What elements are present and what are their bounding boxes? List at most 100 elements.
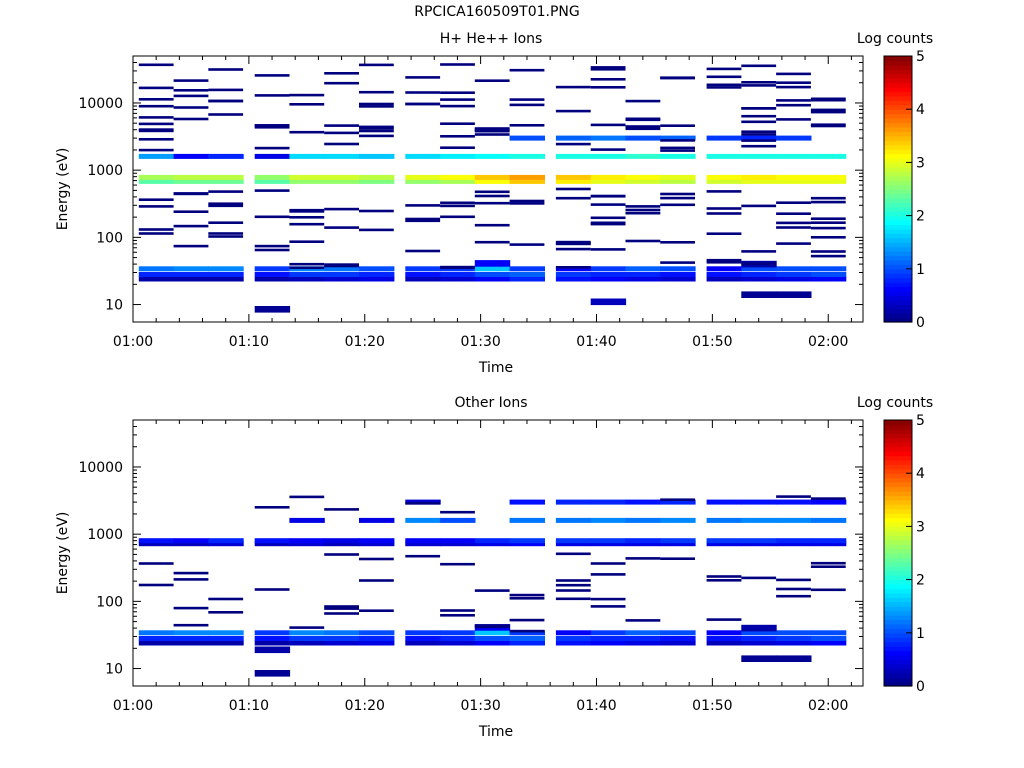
count-mark bbox=[173, 623, 209, 627]
heatmap-cell bbox=[590, 636, 627, 641]
heatmap-cell bbox=[590, 178, 627, 184]
heatmap-cell bbox=[173, 266, 209, 272]
count-mark bbox=[440, 201, 475, 205]
heatmap-cell bbox=[324, 153, 360, 159]
count-mark bbox=[706, 207, 742, 210]
heatmap-cell bbox=[509, 272, 545, 277]
count-mark bbox=[324, 263, 359, 266]
count-mark bbox=[810, 250, 846, 253]
count-mark bbox=[590, 216, 626, 220]
heatmap-cell bbox=[138, 640, 175, 646]
count-mark bbox=[590, 221, 626, 225]
colorbar-step bbox=[884, 184, 912, 190]
heatmap-cell bbox=[254, 272, 291, 277]
count-mark bbox=[474, 127, 510, 130]
heatmap-cell bbox=[741, 541, 777, 547]
heatmap-cell bbox=[810, 153, 847, 159]
count-mark bbox=[359, 579, 394, 582]
heatmap-cell bbox=[776, 153, 812, 159]
heatmap-cell bbox=[776, 178, 812, 184]
heatmap-cell bbox=[440, 630, 476, 636]
x-tick-label: 01:50 bbox=[692, 698, 732, 714]
count-mark bbox=[208, 88, 244, 92]
count-mark bbox=[810, 110, 846, 114]
colorbar-step bbox=[884, 211, 912, 217]
colorbar-step bbox=[884, 64, 912, 70]
heatmap-cell bbox=[254, 266, 291, 272]
heatmap-cell bbox=[625, 178, 661, 184]
heatmap-cell bbox=[660, 636, 696, 641]
colorbar-step bbox=[884, 544, 912, 550]
count-mark bbox=[660, 261, 695, 264]
heatmap-cell bbox=[509, 153, 545, 159]
colorbar-step bbox=[884, 579, 912, 585]
x-axis-label: Time bbox=[478, 360, 513, 376]
colorbar-step bbox=[884, 104, 912, 110]
colorbar-step bbox=[884, 131, 912, 137]
heatmap-cell bbox=[590, 276, 627, 282]
y-tick-label: 10000 bbox=[78, 460, 123, 476]
count-mark bbox=[660, 124, 695, 127]
panel-1: 01:00 01:10 01:20 01:30 01:40 01:50 02:0010100… bbox=[55, 31, 933, 376]
heatmap-cell bbox=[474, 174, 511, 180]
heatmap-cell bbox=[660, 517, 696, 523]
count-mark bbox=[359, 134, 394, 138]
count-mark bbox=[405, 249, 441, 253]
heatmap-cell bbox=[474, 276, 511, 282]
heatmap-cell bbox=[776, 266, 812, 272]
colorbar-step bbox=[884, 437, 912, 443]
count-mark bbox=[660, 139, 695, 142]
count-mark bbox=[138, 104, 174, 108]
heatmap-cell bbox=[706, 538, 742, 544]
count-mark bbox=[741, 130, 777, 133]
count-mark bbox=[555, 552, 591, 556]
panel-title: Other Ions bbox=[454, 395, 527, 411]
colorbar-step bbox=[884, 295, 912, 301]
count-mark bbox=[555, 579, 591, 582]
count-mark bbox=[138, 63, 174, 67]
heatmap-cell bbox=[660, 266, 696, 272]
sparse-counts bbox=[138, 63, 846, 270]
heatmap-cell bbox=[208, 630, 244, 636]
count-mark bbox=[173, 117, 209, 121]
heatmap-cell bbox=[289, 541, 325, 547]
count-mark bbox=[474, 129, 510, 132]
heatmap-cell bbox=[289, 153, 325, 159]
heatmap-cell bbox=[324, 178, 360, 184]
count-mark bbox=[208, 235, 244, 238]
colorbar-step bbox=[884, 486, 912, 492]
heatmap-cell bbox=[289, 636, 325, 641]
count-mark bbox=[208, 113, 244, 116]
count-mark bbox=[810, 108, 846, 112]
count-mark bbox=[555, 240, 591, 244]
colorbar-step bbox=[884, 175, 912, 181]
count-mark bbox=[173, 210, 209, 213]
count-mark bbox=[173, 94, 209, 98]
heatmap-cell bbox=[173, 636, 209, 641]
heatmap-cell bbox=[741, 624, 777, 632]
heatmap-cell bbox=[625, 517, 661, 523]
heatmap-cell bbox=[741, 266, 777, 272]
colorbar: 0 1 2 3 4 5 Log counts bbox=[857, 395, 933, 695]
count-mark bbox=[625, 125, 661, 128]
colorbar-step bbox=[884, 304, 912, 310]
count-mark bbox=[625, 205, 661, 208]
count-mark bbox=[138, 198, 174, 201]
count-mark bbox=[509, 199, 545, 203]
heatmap-cell bbox=[555, 178, 592, 184]
count-mark bbox=[254, 74, 290, 77]
heatmap-cell bbox=[555, 174, 592, 180]
heatmap-cell bbox=[741, 276, 777, 282]
count-mark bbox=[810, 123, 846, 126]
heatmap-cell bbox=[440, 174, 476, 180]
heatmap-cell bbox=[741, 272, 777, 277]
heatmap-cell bbox=[138, 174, 175, 180]
plot-frame bbox=[132, 55, 864, 323]
count-mark bbox=[254, 506, 290, 509]
heatmap-cell bbox=[741, 178, 777, 184]
colorbar-step bbox=[884, 126, 912, 132]
heatmap-cell bbox=[776, 276, 812, 282]
y-tick-label: 10000 bbox=[78, 96, 123, 112]
count-mark bbox=[138, 86, 174, 90]
heatmap-cell bbox=[590, 174, 627, 180]
